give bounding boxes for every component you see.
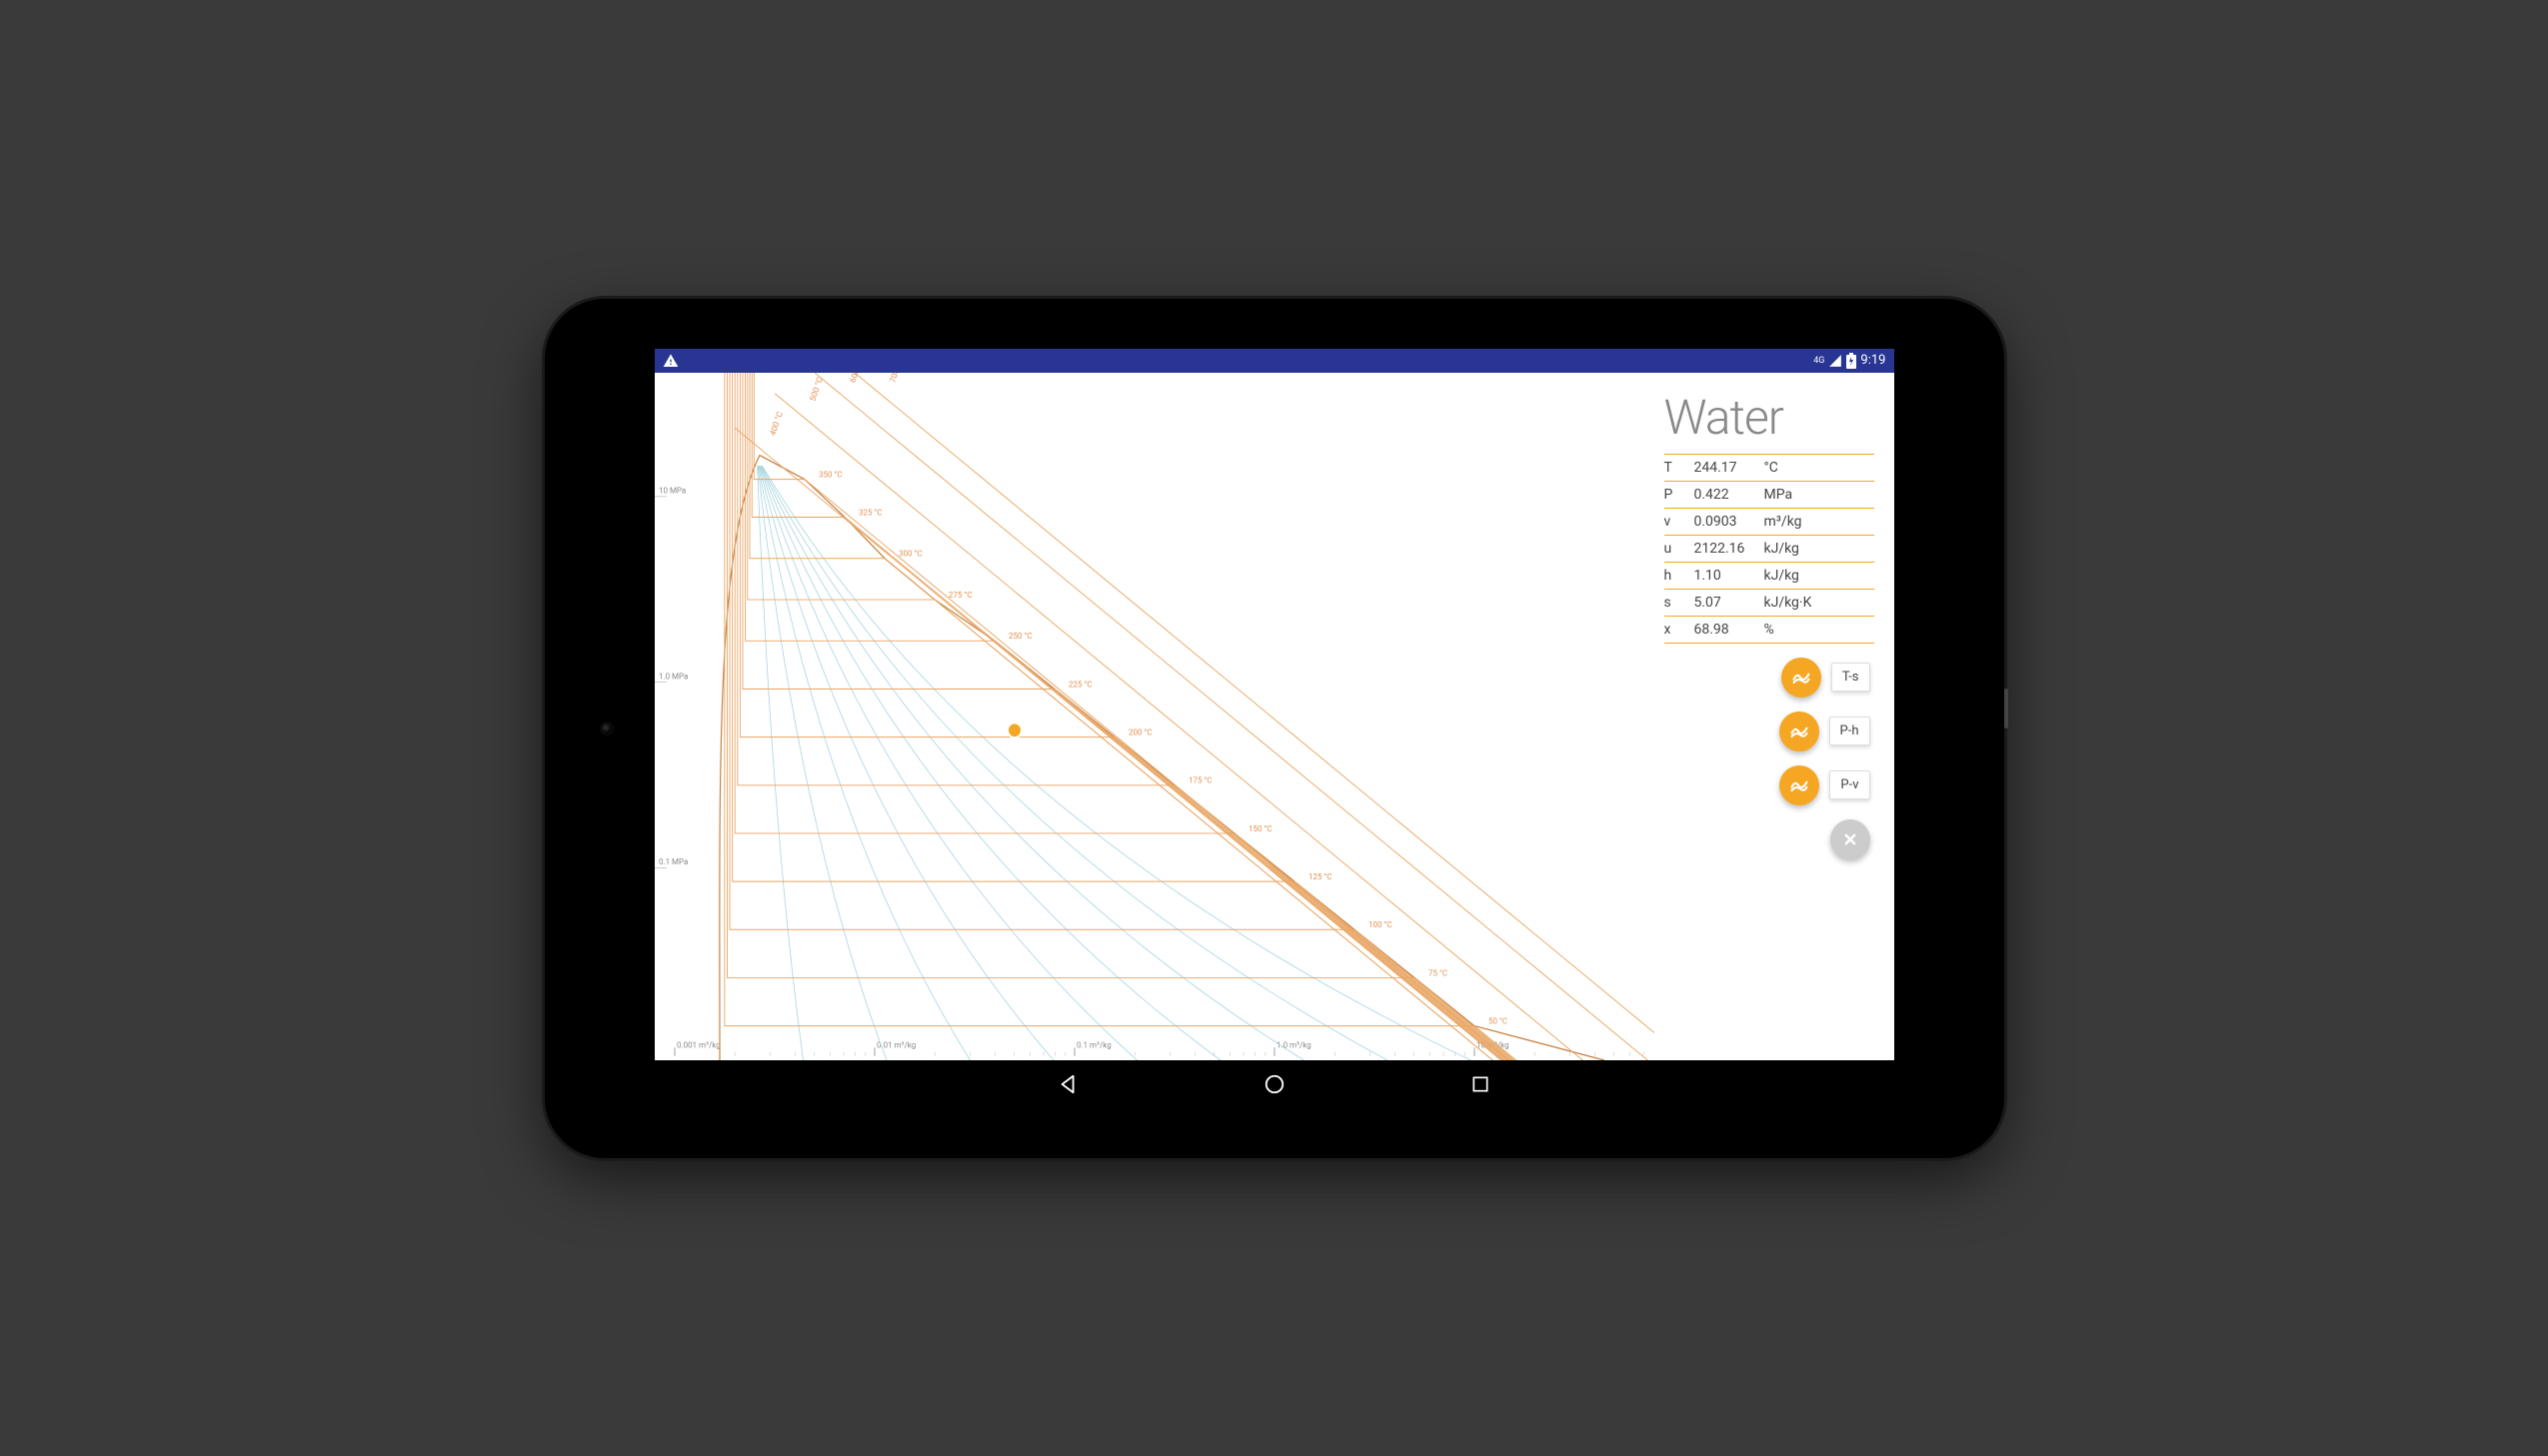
property-unit: kJ/kg·K	[1764, 595, 1874, 611]
property-symbol: h	[1664, 568, 1694, 584]
property-unit: %	[1764, 622, 1874, 638]
svg-text:175 °C: 175 °C	[1189, 775, 1213, 785]
svg-text:150 °C: 150 °C	[1249, 823, 1273, 833]
svg-text:100 °C: 100 °C	[1368, 919, 1392, 929]
svg-text:325 °C: 325 °C	[859, 508, 883, 518]
pv-chart[interactable]: 10 MPa1.0 MPa0.1 MPa0.001 m³/kg0.01 m³/k…	[655, 373, 1654, 1060]
chart-fab-label[interactable]: T-s	[1831, 663, 1870, 692]
state-point-marker[interactable]	[1008, 723, 1022, 737]
warning-icon	[663, 353, 679, 369]
property-symbol: u	[1664, 541, 1694, 557]
property-symbol: P	[1664, 487, 1694, 503]
svg-text:275 °C: 275 °C	[949, 590, 973, 600]
close-fab[interactable]	[1830, 819, 1870, 859]
chart-fab-label[interactable]: P-v	[1829, 770, 1869, 799]
svg-text:50 °C: 50 °C	[1488, 1016, 1507, 1026]
property-value: 2122.16	[1694, 541, 1764, 557]
property-symbol: v	[1664, 514, 1694, 530]
property-value: 0.0903	[1694, 514, 1764, 530]
svg-text:350 °C: 350 °C	[819, 470, 843, 480]
svg-text:0.001 m³/kg: 0.001 m³/kg	[677, 1040, 721, 1050]
svg-text:1.0 m³/kg: 1.0 m³/kg	[1276, 1040, 1311, 1050]
chart-selector-row: T-s	[1781, 658, 1870, 698]
substance-name: Water	[1664, 389, 1874, 446]
property-symbol: T	[1664, 460, 1694, 476]
chart-fab-ts[interactable]	[1781, 658, 1821, 698]
property-unit: MPa	[1764, 487, 1874, 503]
property-unit: °C	[1764, 460, 1874, 476]
system-nav-bar	[655, 1060, 1894, 1108]
property-unit: kJ/kg	[1764, 568, 1874, 584]
svg-text:300 °C: 300 °C	[899, 549, 923, 559]
property-symbol: s	[1664, 595, 1694, 611]
property-value: 68.98	[1694, 622, 1764, 638]
nav-home-button[interactable]	[1262, 1071, 1287, 1097]
property-symbol: x	[1664, 622, 1694, 638]
chart-fab-label[interactable]: P-h	[1829, 717, 1870, 745]
nav-recents-button[interactable]	[1467, 1071, 1493, 1097]
chart-selector-row: P-h	[1779, 712, 1870, 751]
property-row[interactable]: s5.07kJ/kg·K	[1664, 590, 1874, 617]
signal-icon	[1828, 354, 1842, 368]
property-row[interactable]: h1.10kJ/kg	[1664, 563, 1874, 590]
network-label: 4G	[1813, 356, 1824, 366]
svg-text:250 °C: 250 °C	[1009, 632, 1033, 642]
property-row[interactable]: T244.17°C	[1664, 455, 1874, 482]
property-value: 0.422	[1694, 487, 1764, 503]
chart-canvas: 10 MPa1.0 MPa0.1 MPa0.001 m³/kg0.01 m³/k…	[655, 373, 1654, 1060]
properties-panel: Water T244.17°CP0.422MPav0.0903m³/kgu212…	[1654, 373, 1894, 1060]
property-row[interactable]: P0.422MPa	[1664, 482, 1874, 509]
screen: 4G 9:19 10 MPa 1.0 MPa 0.1 MPa 0.001 m³/kg 0…	[655, 349, 1894, 1108]
property-unit: kJ/kg	[1764, 541, 1874, 557]
svg-text:0.1 MPa: 0.1 MPa	[659, 856, 689, 866]
chart-selector-row: P-v	[1779, 765, 1869, 805]
app-content: 10 MPa1.0 MPa0.1 MPa0.001 m³/kg0.01 m³/k…	[655, 373, 1894, 1060]
properties-table: T244.17°CP0.422MPav0.0903m³/kgu2122.16kJ…	[1664, 454, 1874, 644]
property-value: 5.07	[1694, 595, 1764, 611]
property-row[interactable]: x68.98%	[1664, 617, 1874, 644]
close-row	[1830, 819, 1870, 859]
svg-text:125 °C: 125 °C	[1308, 871, 1332, 881]
tablet-frame: 4G 9:19 10 MPa 1.0 MPa 0.1 MPa 0.001 m³/kg 0…	[545, 299, 2004, 1158]
svg-text:200 °C: 200 °C	[1129, 728, 1153, 737]
clock: 9:19	[1860, 353, 1885, 368]
status-bar: 4G 9:19	[655, 349, 1894, 373]
chart-selector-group: T-s P-h P-v	[1664, 658, 1874, 859]
svg-text:75 °C: 75 °C	[1428, 968, 1447, 978]
property-value: 244.17	[1694, 460, 1764, 476]
property-unit: m³/kg	[1764, 514, 1874, 530]
device-power-button	[2004, 689, 2008, 728]
property-value: 1.10	[1694, 568, 1764, 584]
chart-fab-pv[interactable]	[1779, 765, 1819, 805]
chart-fab-ph[interactable]	[1779, 712, 1819, 751]
battery-charging-icon	[1846, 353, 1856, 369]
property-row[interactable]: u2122.16kJ/kg	[1664, 536, 1874, 563]
svg-text:10 MPa: 10 MPa	[659, 486, 687, 496]
nav-back-button[interactable]	[1056, 1071, 1082, 1097]
svg-text:0.1 m³/kg: 0.1 m³/kg	[1077, 1040, 1112, 1050]
property-row[interactable]: v0.0903m³/kg	[1664, 509, 1874, 536]
svg-text:1.0 MPa: 1.0 MPa	[659, 672, 689, 682]
svg-text:225 °C: 225 °C	[1069, 680, 1093, 690]
device-camera	[600, 722, 614, 735]
